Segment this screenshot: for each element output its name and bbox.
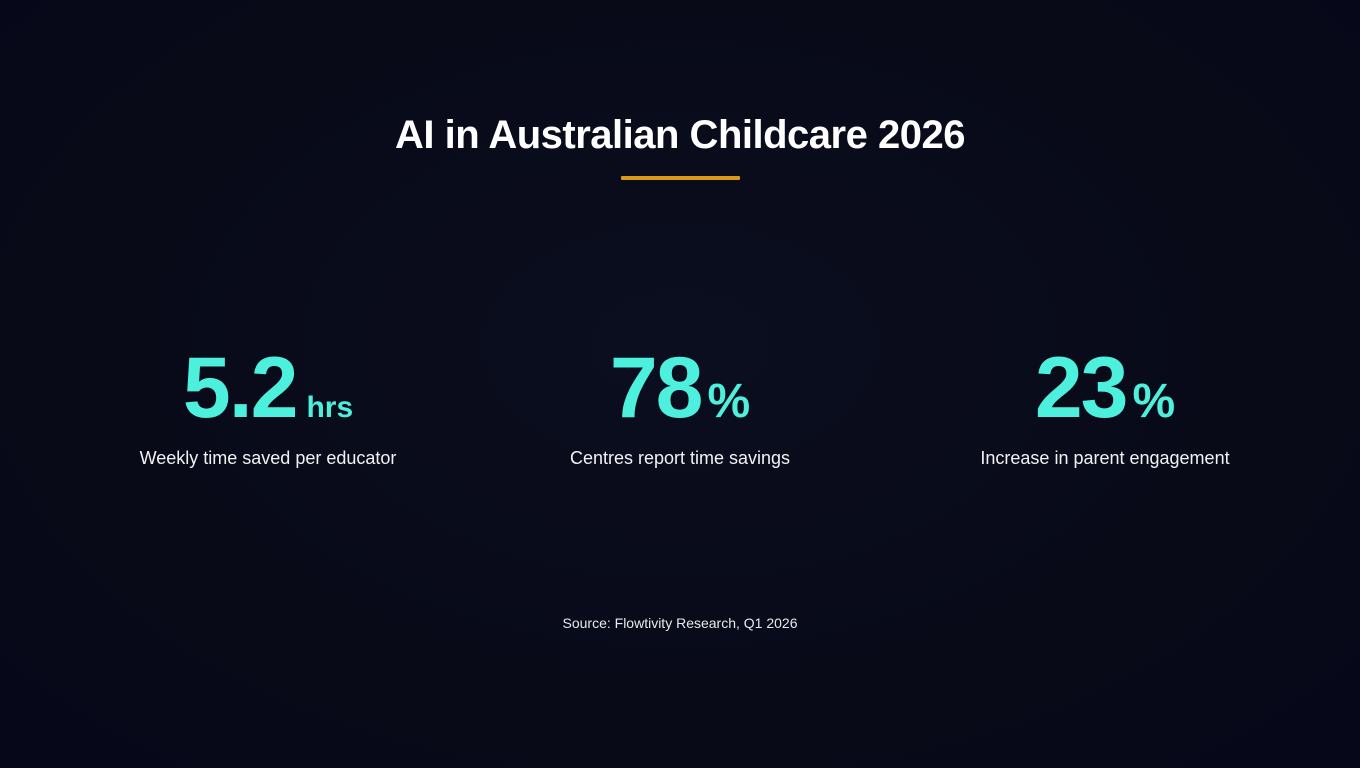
stat-label: Weekly time saved per educator bbox=[139, 448, 397, 468]
title-underline bbox=[621, 176, 740, 180]
stat-card-centres-savings: 78% Centres report time savings bbox=[450, 338, 910, 472]
stat-unit: % bbox=[1132, 375, 1176, 428]
stat-number: 78 bbox=[609, 340, 704, 436]
stat-value-row: 5.2 hrs bbox=[38, 338, 498, 438]
stat-card-time-saved: 5.2 hrs Weekly time saved per educator bbox=[38, 338, 498, 472]
source-citation: Source: Flowtivity Research, Q1 2026 bbox=[562, 615, 798, 631]
stat-label: Centres report time savings bbox=[569, 448, 791, 468]
stat-unit: % bbox=[707, 375, 751, 428]
stat-number: 5.2 bbox=[182, 340, 299, 436]
stat-value-row: 78% bbox=[450, 338, 910, 438]
stat-card-parent-engagement: 23% Increase in parent engagement bbox=[875, 338, 1335, 472]
slide-title: AI in Australian Childcare 2026 bbox=[395, 113, 965, 157]
stat-unit: hrs bbox=[306, 391, 354, 424]
stat-number: 23 bbox=[1034, 340, 1129, 436]
stat-value-row: 23% bbox=[875, 338, 1335, 438]
stat-label: Increase in parent engagement bbox=[980, 448, 1230, 468]
